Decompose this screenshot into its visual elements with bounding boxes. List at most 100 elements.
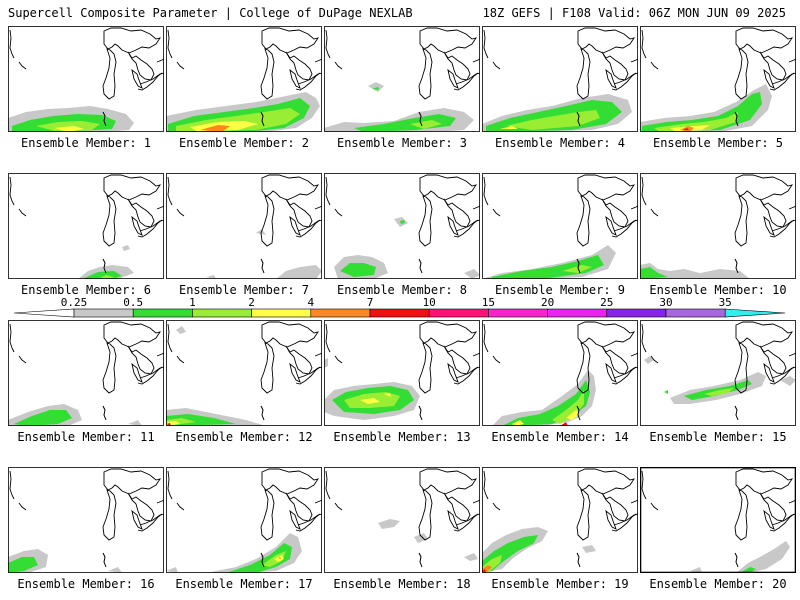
member-caption-number: 2 (294, 136, 310, 150)
panel-frame (166, 26, 322, 132)
member-caption-number: 19 (606, 577, 629, 591)
colorbar-swatch (606, 308, 667, 318)
river-outline (102, 405, 107, 421)
member-map (640, 467, 796, 573)
ensemble-member-panel: Ensemble Member: 8 (324, 173, 480, 297)
panel-frame (166, 320, 322, 426)
member-caption-number: 12 (290, 430, 313, 444)
ensemble-member-panel: Ensemble Member: 20 (640, 467, 796, 591)
scp-contours (492, 370, 596, 426)
member-caption-number: 4 (610, 136, 626, 150)
panel-frame (8, 26, 164, 132)
valid-time-label: 18Z GEFS | F108 Valid: 06Z MON JUN 09 20… (482, 6, 786, 20)
ensemble-member-panel: Ensemble Member: 16 (8, 467, 164, 591)
member-caption: Ensemble Member: 12 (166, 430, 322, 444)
scp-contour-area (372, 87, 379, 90)
member-caption-label: Ensemble Member: (336, 136, 453, 150)
ensemble-member-panel: Ensemble Member: 10 (640, 173, 796, 297)
scp-contour-area (664, 390, 668, 394)
river-outline (418, 552, 423, 568)
member-caption-number: 1 (136, 136, 152, 150)
member-caption-label: Ensemble Member: (649, 430, 765, 444)
member-map (640, 173, 796, 279)
scp-contour-area (226, 543, 292, 573)
member-map (324, 467, 480, 573)
member-caption: Ensemble Member: 20 (640, 577, 796, 591)
scp-contours (324, 358, 420, 420)
great-lakes-outline (325, 174, 480, 247)
ensemble-member-panel: Ensemble Member: 1 (8, 26, 164, 150)
colorbar-swatch (665, 308, 726, 318)
river-outline (102, 552, 107, 568)
scp-contours (8, 106, 134, 132)
scp-contour-area (36, 121, 100, 132)
panel-frame (8, 467, 164, 573)
ensemble-member-panel: Ensemble Member: 9 (482, 173, 638, 297)
member-map (8, 320, 164, 426)
colorbar-swatch (192, 308, 252, 318)
member-map (324, 26, 480, 132)
member-map (8, 173, 164, 279)
colorbar-tick-label: 4 (307, 296, 314, 309)
member-caption-label: Ensemble Member: (175, 577, 291, 591)
ensemble-member-panel: Ensemble Member: 17 (166, 467, 322, 591)
ensemble-member-panel: Ensemble Member: 3 (324, 26, 480, 150)
great-lakes-outline (167, 321, 322, 394)
scp-contour-area (8, 557, 38, 573)
colorbar-tick-label: 10 (423, 296, 436, 309)
ensemble-member-panel: Ensemble Member: 14 (482, 320, 638, 444)
ensemble-member-panel: Ensemble Member: 6 (8, 173, 164, 297)
member-caption-label: Ensemble Member: (178, 136, 295, 150)
panel-frame (482, 467, 638, 573)
scp-contour-area (552, 390, 584, 424)
river-outline (734, 405, 739, 421)
scp-contour-area (340, 263, 376, 277)
river-outline (734, 552, 739, 568)
member-caption-label: Ensemble Member: (20, 283, 137, 297)
ensemble-member-panel: Ensemble Member: 13 (324, 320, 480, 444)
colorbar-swatch (251, 308, 312, 318)
scp-contours (690, 541, 790, 573)
member-map (640, 26, 796, 132)
colorbar-tick-label: 20 (541, 296, 554, 309)
great-lakes-outline (167, 468, 322, 541)
ensemble-member-panel: Ensemble Member: 11 (8, 320, 164, 444)
scp-contour-area (276, 265, 322, 279)
scp-contour-area (482, 569, 486, 573)
member-caption-label: Ensemble Member: (652, 136, 769, 150)
panel-frame (640, 26, 796, 132)
scp-contour-area (500, 126, 518, 129)
great-lakes-outline (9, 468, 164, 541)
member-caption-number: 13 (448, 430, 471, 444)
colorbar-tick-label: 7 (367, 296, 374, 309)
ensemble-member-panel: Ensemble Member: 5 (640, 26, 796, 150)
scp-contours (644, 356, 796, 404)
member-caption-number: 8 (452, 283, 468, 297)
scp-contour-area (206, 275, 216, 279)
colorbar-tick-label: 0.25 (61, 296, 88, 309)
member-caption-number: 5 (768, 136, 784, 150)
member-caption-number: 9 (610, 283, 626, 297)
scp-contours (482, 527, 596, 573)
scp-contours (482, 245, 616, 279)
member-map (8, 467, 164, 573)
colorbar-swatch (73, 308, 134, 318)
ensemble-member-panel: Ensemble Member: 18 (324, 467, 480, 591)
scp-contour-area (464, 269, 480, 279)
ensemble-member-panel: Ensemble Member: 19 (482, 467, 638, 591)
colorbar-swatch (369, 308, 430, 318)
member-caption-label: Ensemble Member: (491, 430, 607, 444)
great-lakes-outline (483, 321, 638, 394)
member-caption: Ensemble Member: 13 (324, 430, 480, 444)
river-outline (102, 111, 107, 127)
scp-contour-area (54, 126, 84, 132)
scp-contour-area (740, 567, 756, 573)
member-map (482, 173, 638, 279)
river-outline (102, 258, 107, 274)
member-map (166, 26, 322, 132)
member-caption-number: 16 (132, 577, 155, 591)
colorbar-tick-label: 1 (189, 296, 196, 309)
panel-frame (324, 320, 480, 426)
great-lakes-outline (483, 27, 638, 100)
member-caption: Ensemble Member: 2 (166, 136, 322, 150)
